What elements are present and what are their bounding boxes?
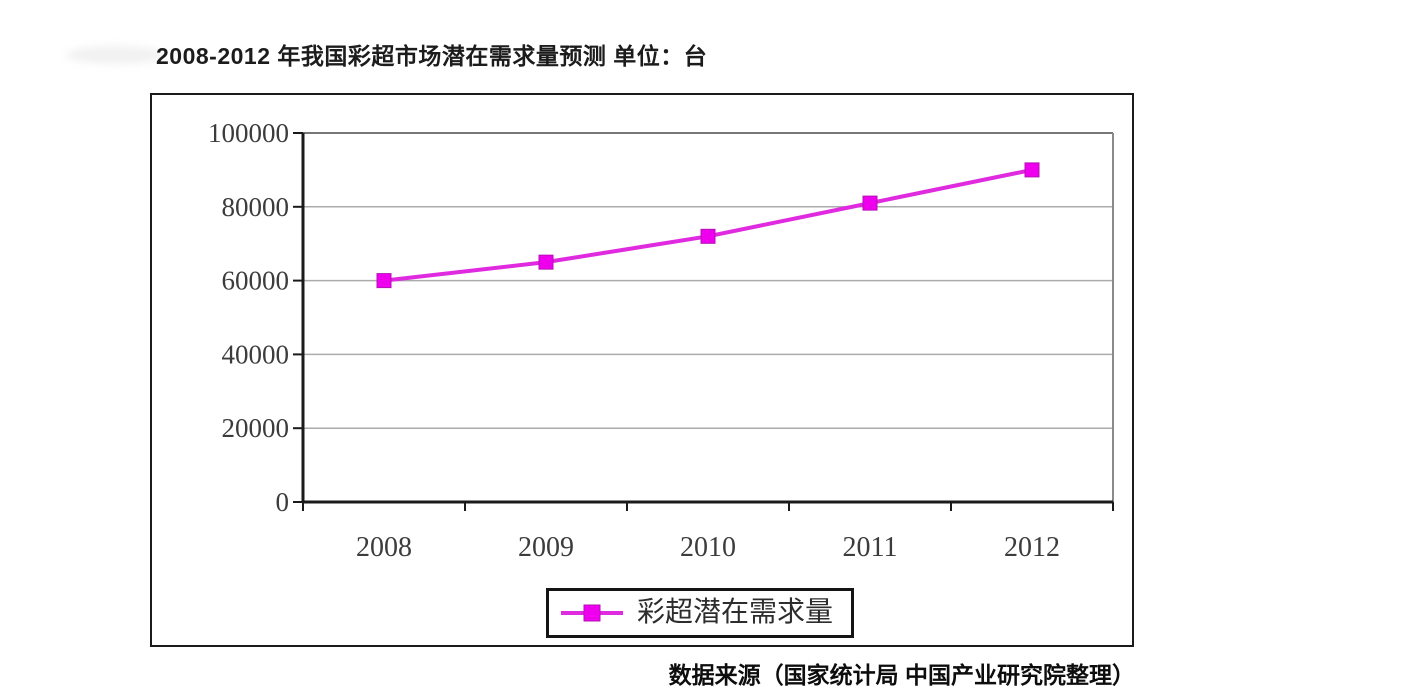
- data-point-marker: [538, 254, 554, 270]
- x-tick-label: 2011: [843, 532, 898, 563]
- chart-title: 2008-2012 年我国彩超市场潜在需求量预测 单位：台: [156, 43, 708, 69]
- data-point-marker: [862, 195, 878, 211]
- series-marker-icon: [583, 604, 601, 622]
- data-point-marker: [1024, 162, 1040, 178]
- data-point-marker: [700, 228, 716, 244]
- series-line-sample: [561, 604, 623, 622]
- y-tick-label: 20000: [222, 413, 290, 443]
- y-tick-label: 100000: [208, 118, 289, 148]
- source-note: 数据来源（国家统计局 中国产业研究院整理）: [668, 662, 1135, 688]
- chart-frame: 0 20000 40000 60000 80000 100000 2008 2009 2010 2…: [150, 93, 1134, 647]
- x-tick-label: 2010: [680, 532, 736, 563]
- y-tick-label: 60000: [222, 266, 290, 296]
- x-tick-label: 2008: [356, 532, 412, 563]
- x-tick-label: 2009: [518, 532, 574, 563]
- data-point-marker: [376, 273, 392, 289]
- y-tick-label: 0: [276, 487, 290, 517]
- y-tick-label: 40000: [222, 339, 290, 369]
- y-tick-label: 80000: [222, 192, 290, 222]
- x-tick-label: 2012: [1004, 532, 1060, 563]
- legend-label: 彩超潜在需求量: [637, 597, 834, 628]
- scan-artifact: [66, 46, 166, 64]
- line-chart-plot: 0 20000 40000 60000 80000 100000 2008 2009 2010 2…: [208, 118, 1114, 563]
- series-line: [382, 167, 1034, 283]
- legend: 彩超潜在需求量: [546, 588, 855, 638]
